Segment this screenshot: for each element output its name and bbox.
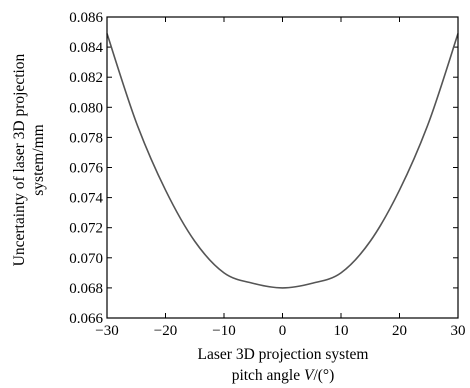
x-tick-label: −10 (212, 323, 235, 339)
x-tick-label: 30 (451, 323, 466, 339)
y-tick-label: 0.076 (69, 161, 103, 177)
y-tick-labels: 0.066 0.068 0.070 0.072 0.074 0.076 0.078 0.080… (69, 10, 103, 327)
y-axis-title-line2: system/mm (30, 124, 47, 195)
series-line (106, 33, 459, 289)
plot-frame (106, 16, 459, 319)
y-tick-label: 0.086 (69, 10, 103, 26)
x-axis-title-suffix: /(°) (313, 367, 334, 384)
y-tick-label: 0.072 (69, 221, 103, 237)
y-tick-label: 0.070 (69, 251, 103, 267)
x-axis-title-var: V (304, 367, 315, 384)
y-axis-title-line1: Uncertainty of laser 3D projection (11, 53, 28, 266)
x-axis-title-prefix: pitch angle (232, 367, 304, 384)
x-tick-labels: −30 −20 −10 0 10 20 30 (95, 323, 465, 339)
axis-ticks (106, 16, 459, 319)
y-tick-label: 0.074 (69, 191, 103, 207)
x-tick-label: −30 (95, 323, 118, 339)
x-axis-title-line1: Laser 3D projection system (198, 346, 369, 363)
y-tick-label: 0.082 (69, 70, 103, 86)
y-tick-label: 0.080 (69, 100, 103, 116)
x-axis-title-line2: pitch angle V/(°) (232, 367, 335, 384)
y-tick-label: 0.084 (69, 40, 103, 56)
y-tick-label: 0.066 (69, 311, 103, 327)
y-tick-label: 0.078 (69, 130, 103, 146)
x-tick-label: 10 (334, 323, 349, 339)
x-tick-label: 0 (279, 323, 287, 339)
y-tick-label: 0.068 (69, 281, 103, 297)
x-tick-label: −20 (154, 323, 177, 339)
x-tick-label: 20 (392, 323, 407, 339)
